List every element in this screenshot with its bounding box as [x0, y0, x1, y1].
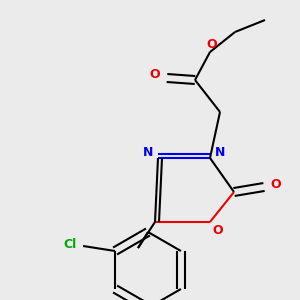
Text: O: O [271, 178, 281, 191]
Text: Cl: Cl [64, 238, 77, 250]
Text: O: O [150, 68, 160, 82]
Text: N: N [143, 146, 153, 160]
Text: O: O [207, 38, 217, 50]
Text: O: O [213, 224, 223, 236]
Text: N: N [215, 146, 225, 160]
